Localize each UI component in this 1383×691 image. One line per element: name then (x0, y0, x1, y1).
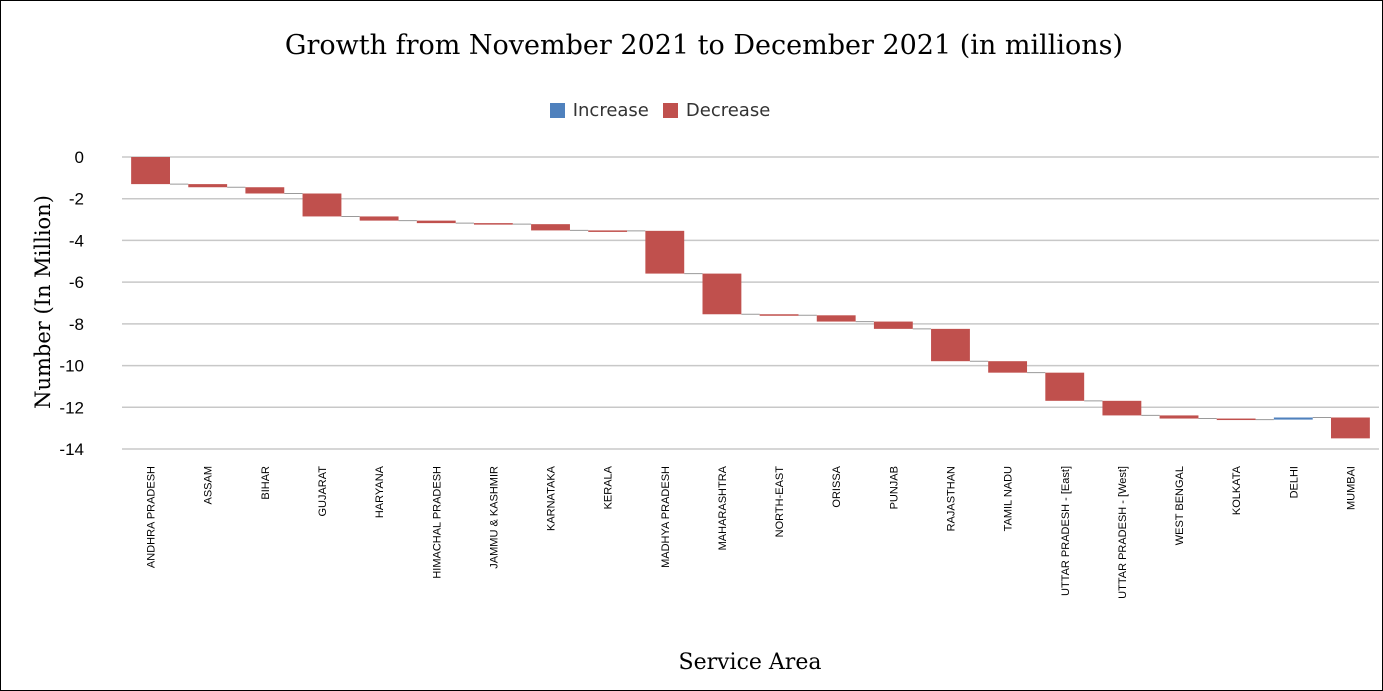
y-tick-label: 0 (75, 148, 84, 167)
bar-north-east (759, 314, 799, 316)
x-tick-label: ANDHRA PRADESH (146, 466, 158, 568)
x-tick-label: WEST BENGAL (1174, 466, 1186, 545)
bar-orissa (816, 315, 856, 322)
connector-lines (169, 183, 1332, 421)
x-tick-label: UTTAR PRADESH - [East] (1060, 466, 1072, 596)
x-tick-label: GUJARAT (317, 466, 329, 517)
bar-punjab (873, 321, 913, 329)
bar-karnataka (531, 224, 570, 231)
x-tick-label: KOLKATA (1231, 465, 1243, 515)
x-tick-label: DELHI (1288, 466, 1300, 498)
legend-label-decrease: Decrease (685, 100, 771, 121)
y-axis-label: Number (In Million) (31, 195, 55, 409)
bar-mumbai (1331, 417, 1370, 439)
y-tick-label: -4 (69, 231, 84, 250)
y-tick-label: -12 (59, 398, 84, 417)
x-tick-label: MUMBAI (1345, 466, 1357, 510)
bar-kolkata (1216, 418, 1256, 421)
bar-tamil-nadu (988, 361, 1028, 373)
legend-item-decrease: Decrease (662, 100, 771, 121)
bar-rajasthan (931, 328, 970, 362)
x-tick-label: NORTH-EAST (774, 466, 786, 538)
x-tick-label: TAMIL NADU (1003, 466, 1015, 531)
legend-swatch-decrease (662, 103, 678, 118)
chart-title: Growth from November 2021 to December 20… (284, 30, 1124, 61)
x-tick-label: ORISSA (831, 465, 843, 507)
bar-maharashtra (702, 273, 742, 315)
x-tick-label: UTTAR PRADESH - [West] (1117, 466, 1129, 599)
x-tick-label: KARNATAKA (546, 465, 558, 531)
bar-andhra-pradesh (131, 157, 170, 185)
gridlines (122, 156, 1379, 450)
x-tick-label: MADHYA PRADESH (660, 466, 672, 568)
x-tick-label: KERALA (603, 465, 615, 509)
bar-assam (188, 184, 228, 188)
legend-item-increase: Increase (549, 100, 649, 121)
x-axis-label: Service Area (678, 650, 822, 675)
y-tick-labels: 0 -2 -4 -6 -8 -10 -12 -14 (59, 148, 84, 459)
x-tick-label: JAMMU & KASHMIR (488, 466, 500, 569)
legend: Increase Decrease (0, 100, 1320, 121)
y-tick-label: -10 (59, 357, 84, 376)
x-tick-label: ASSAM (203, 466, 215, 505)
x-tick-labels: ANDHRA PRADESH ASSAM BIHAR GUJARAT HARYANA HI… (146, 465, 1358, 598)
x-tick-label: HARYANA (374, 465, 386, 518)
y-tick-label: -6 (69, 273, 84, 292)
y-tick-label: -14 (59, 440, 84, 459)
x-tick-label: BIHAR (260, 466, 272, 500)
bar-madhya-pradesh (645, 230, 685, 274)
x-tick-label: RAJASTHAN (945, 466, 957, 531)
bar-kerala (588, 230, 628, 232)
bar-uttar-pradesh-west (1102, 400, 1142, 416)
bar-jammu-kashmir (473, 223, 513, 225)
bar-west-bengal (1159, 415, 1199, 419)
y-tick-label: -8 (69, 315, 84, 334)
x-tick-label: HIMACHAL PRADESH (431, 466, 443, 579)
x-tick-label: PUNJAB (888, 466, 900, 509)
bar-gujarat (302, 193, 342, 217)
bar-uttar-pradesh-east (1045, 372, 1085, 401)
bar-bihar (245, 187, 285, 194)
y-tick-label: -2 (69, 190, 84, 209)
legend-swatch-increase (549, 103, 565, 118)
waterfall-bars (131, 157, 1370, 439)
bar-himachal-pradesh (416, 220, 456, 224)
legend-label-increase: Increase (572, 100, 649, 121)
x-tick-label: MAHARASHTRA (717, 465, 729, 550)
bar-haryana (359, 216, 399, 221)
bar-delhi (1273, 417, 1313, 420)
